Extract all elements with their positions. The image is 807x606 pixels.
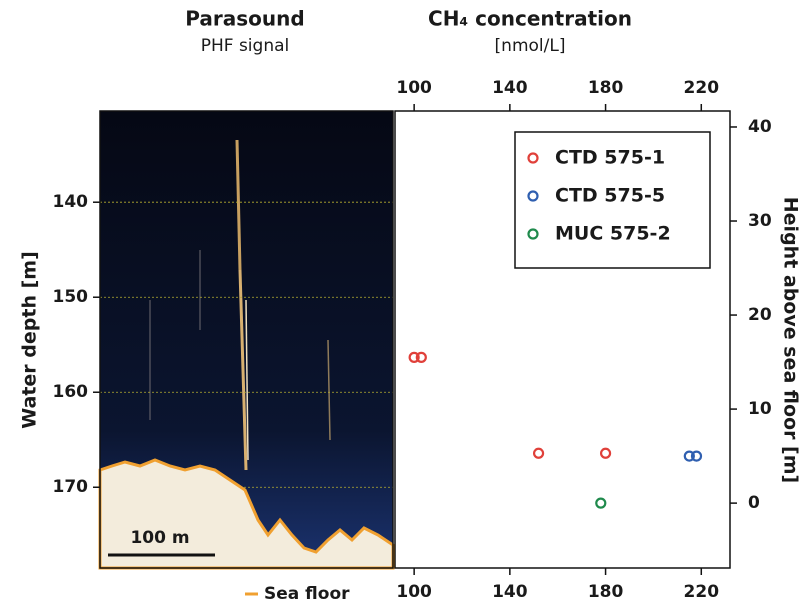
legend: [514, 131, 711, 269]
data-point: [599, 447, 612, 459]
panel-subtitle: PHF signal: [201, 36, 290, 56]
echogram-panel: 100 m: [98, 110, 395, 570]
data-point: [408, 351, 420, 363]
y2-axis-label: Height above sea floor [m]: [780, 197, 802, 483]
chart-subtitle: [nmol/L]: [495, 36, 566, 56]
y2-tick-label: 0: [748, 493, 760, 513]
scale-bar-label: 100 m: [130, 528, 189, 548]
y2-tick-label: 40: [748, 117, 772, 137]
y-tick-label: 170: [53, 477, 89, 497]
x-tick-label-top: 220: [684, 78, 720, 98]
chart-title: CH₄ concentration: [428, 7, 632, 31]
y-tick-label: 140: [53, 192, 89, 212]
y2-tick-label: 20: [748, 305, 772, 325]
legend-marker: [527, 152, 539, 164]
data-point: [690, 450, 703, 462]
x-tick-label-bottom: 220: [684, 582, 720, 602]
y-tick-label: 150: [53, 287, 89, 307]
flare-streak: [327, 339, 331, 441]
data-point: [532, 447, 545, 459]
x-tick-label-top: 100: [396, 78, 432, 98]
x-tick-label-bottom: 100: [396, 582, 432, 602]
x-tick-label-bottom: 180: [588, 582, 624, 602]
sea-floor-line: [98, 458, 395, 570]
y2-tick-label: 10: [748, 399, 772, 419]
flare-streak: [245, 299, 249, 461]
legend-marker: [527, 190, 539, 202]
sea-floor-label: Sea floor: [264, 584, 350, 604]
panel-frame: [99, 110, 394, 569]
x-tick-label-top: 180: [588, 78, 624, 98]
x-tick-label-top: 140: [492, 78, 528, 98]
legend-label: CTD 575-1: [555, 147, 665, 169]
y2-tick-label: 30: [748, 211, 772, 231]
data-point: [683, 450, 695, 462]
data-point: [415, 351, 427, 363]
gas-flare: [149, 139, 331, 471]
flare-streak: [235, 139, 242, 271]
panel-title: Parasound: [185, 7, 304, 31]
data-point: [595, 497, 607, 509]
legend-marker: [527, 228, 539, 240]
legend-label: MUC 575-2: [555, 223, 671, 245]
flare-streak: [238, 269, 248, 471]
y-axis-label: Water depth [m]: [19, 251, 41, 429]
y-tick-label: 160: [53, 382, 89, 402]
x-tick-label-bottom: 140: [492, 582, 528, 602]
legend-label: CTD 575-5: [555, 185, 665, 207]
